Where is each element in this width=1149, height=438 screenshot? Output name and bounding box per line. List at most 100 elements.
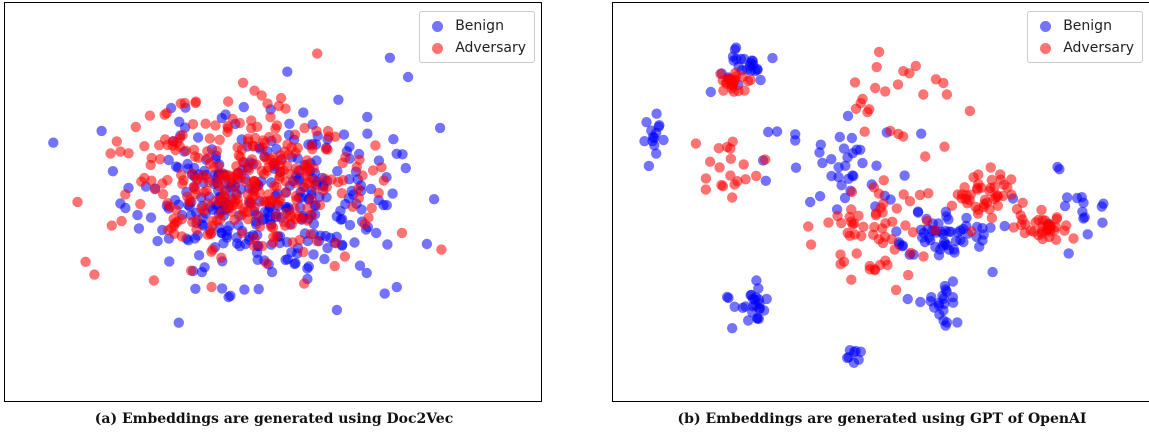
- benign-point: [1077, 206, 1088, 217]
- adversary-point: [745, 74, 756, 86]
- legend-label-benign: Benign: [455, 18, 504, 34]
- adversary-point: [144, 110, 156, 121]
- benign-point: [899, 170, 910, 181]
- benign-point: [253, 283, 264, 295]
- benign-point: [384, 52, 396, 63]
- adversary-point: [878, 175, 889, 186]
- adversary-point: [973, 178, 984, 190]
- benign-point: [379, 288, 390, 299]
- adversary-point: [964, 105, 976, 117]
- adversary-point: [1017, 214, 1028, 225]
- adversary-point: [751, 170, 762, 182]
- adversary-point: [176, 231, 188, 242]
- adversary-point: [248, 141, 259, 152]
- adversary-point: [148, 275, 160, 286]
- adversary-point: [873, 188, 885, 199]
- adversary-point: [849, 77, 861, 88]
- benign-point: [651, 148, 662, 159]
- benign-point: [902, 293, 913, 305]
- adversary-point: [216, 252, 227, 263]
- benign-point: [218, 238, 229, 249]
- adversary-point: [878, 198, 889, 209]
- adversary-point: [347, 201, 358, 212]
- adversary-point: [898, 66, 909, 77]
- benign-point: [1071, 192, 1083, 204]
- adversary-point: [869, 265, 881, 276]
- adversary-point: [851, 248, 862, 259]
- benign-point: [402, 71, 414, 83]
- adversary-point: [145, 159, 156, 171]
- adversary-point: [201, 172, 213, 183]
- adversary-point: [904, 196, 916, 207]
- adversary-point: [168, 213, 179, 225]
- benign-point: [833, 171, 844, 183]
- adversary-point: [211, 145, 223, 157]
- adversary-point: [164, 201, 175, 212]
- adversary-point: [187, 119, 199, 130]
- legend-entry-benign: Benign: [1034, 15, 1134, 37]
- adversary-point: [704, 156, 716, 167]
- adversary-point: [228, 181, 240, 192]
- adversary-point: [267, 222, 279, 233]
- adversary-point: [289, 203, 300, 214]
- benign-point: [1059, 200, 1071, 212]
- benign-point: [266, 266, 278, 278]
- adversary-point: [322, 144, 333, 155]
- benign-point: [935, 244, 946, 255]
- adversary-point: [1006, 174, 1017, 185]
- adversary-point: [210, 120, 221, 131]
- series-benign: [639, 42, 1109, 368]
- adversary-point: [880, 255, 891, 266]
- adversary-point: [89, 269, 100, 280]
- adversary-point: [175, 98, 186, 109]
- adversary-point: [257, 240, 268, 252]
- adversary-point: [988, 194, 1000, 205]
- adversary-point: [214, 134, 225, 145]
- adversary-point: [289, 177, 300, 188]
- adversary-point: [188, 144, 200, 155]
- benign-point: [916, 128, 927, 139]
- benign-point: [743, 315, 754, 326]
- adversary-point: [396, 227, 408, 239]
- benign-point: [421, 238, 433, 250]
- adversary-point: [370, 140, 381, 151]
- adversary-point: [176, 213, 188, 225]
- adversary-point: [939, 141, 950, 152]
- benign-point: [891, 226, 902, 237]
- adversary-point: [436, 244, 447, 255]
- adversary-point: [853, 210, 864, 221]
- adversary-point: [106, 220, 118, 231]
- benign-point: [826, 154, 837, 165]
- adversary-point: [740, 174, 751, 185]
- adversary-point: [855, 97, 866, 109]
- benign-point: [838, 143, 850, 154]
- adversary-point: [236, 228, 248, 239]
- adversary-point: [265, 111, 276, 123]
- legend-label-adversary: Adversary: [455, 40, 526, 56]
- benign-point: [335, 205, 346, 216]
- benign-point: [729, 44, 741, 55]
- adversary-point: [191, 224, 202, 235]
- adversary-point: [205, 227, 217, 239]
- adversary-point: [261, 258, 272, 269]
- adversary-point: [846, 186, 858, 198]
- benign-point: [648, 132, 660, 144]
- benign-point: [944, 244, 955, 255]
- benign-point: [120, 202, 131, 214]
- benign-point: [857, 157, 868, 169]
- adversary-point: [80, 256, 91, 267]
- benign-point: [163, 154, 174, 166]
- adversary-point: [105, 148, 116, 159]
- adversary-point: [836, 217, 847, 229]
- adversary-point: [305, 229, 316, 240]
- benign-point: [216, 112, 227, 124]
- benign-point: [133, 223, 145, 234]
- benign-point: [387, 188, 398, 199]
- adversary-point: [725, 153, 737, 164]
- adversary-point: [941, 89, 953, 100]
- benign-point: [308, 249, 319, 260]
- adversary-point: [271, 133, 282, 144]
- benign-point: [649, 140, 660, 151]
- adversary-point: [353, 183, 364, 194]
- adversary-point: [274, 173, 285, 184]
